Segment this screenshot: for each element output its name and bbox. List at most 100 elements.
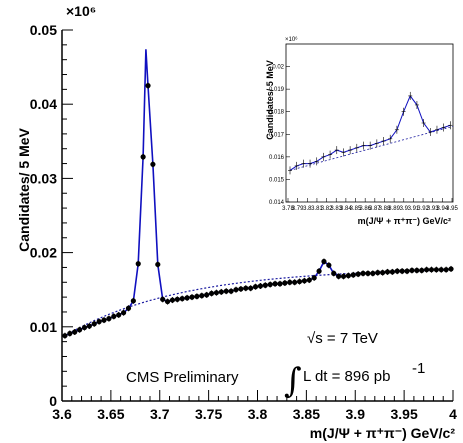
inset-background-fit-curve bbox=[289, 126, 454, 171]
inset-x-tick-label: 3.93 bbox=[427, 206, 439, 212]
y-axis-title: Candidates/ 5 MeV bbox=[16, 127, 32, 251]
data-point bbox=[199, 293, 205, 299]
data-point bbox=[145, 83, 151, 89]
data-point bbox=[204, 292, 210, 298]
energy-label: √s = 7 TeV bbox=[307, 330, 378, 347]
data-point bbox=[277, 281, 283, 287]
x-axis-title: m(J/Ψ + π⁺π⁻) GeV/c² bbox=[310, 425, 456, 441]
data-point bbox=[267, 281, 273, 288]
data-point bbox=[62, 333, 68, 339]
data-point bbox=[321, 258, 327, 265]
inset-x-tick-label: 3.87 bbox=[369, 206, 381, 212]
data-point bbox=[120, 310, 127, 316]
x-tick-label: 3.95 bbox=[391, 406, 418, 422]
data-point bbox=[326, 262, 332, 268]
inset-x-tick-label: 3.8 bbox=[303, 206, 312, 212]
inset-x-axis-title: m(J/Ψ + π⁺π⁻) GeV/c² bbox=[358, 216, 451, 226]
data-point bbox=[184, 295, 190, 301]
data-point bbox=[208, 290, 215, 297]
y-tick-label: 0.01 bbox=[30, 319, 57, 335]
inset-axes bbox=[285, 43, 454, 203]
inset-x-tick-label: 3.82 bbox=[321, 206, 333, 212]
data-point bbox=[218, 289, 224, 295]
data-point bbox=[331, 270, 337, 276]
data-point bbox=[257, 283, 264, 289]
data-point bbox=[72, 329, 78, 335]
data-point bbox=[111, 313, 117, 320]
data-point bbox=[248, 285, 254, 291]
data-point bbox=[438, 267, 444, 273]
data-point bbox=[125, 305, 132, 311]
y-tick-label: 0.05 bbox=[30, 22, 57, 38]
data-point bbox=[306, 277, 312, 283]
inset-x-tick-label: 3.81 bbox=[311, 206, 323, 212]
main-ticks: 3.6 3.65 3.7 3.75 3.8 3.85 3.9 3.95 4 0 0.01 0.02 0.… bbox=[30, 22, 457, 422]
data-point bbox=[272, 281, 278, 287]
data-point bbox=[424, 267, 430, 273]
data-point bbox=[409, 267, 415, 274]
inset-ticks: 3.783.79 3.8 3.813.823.833.843.853.863.873… bbox=[269, 65, 459, 212]
data-point bbox=[150, 161, 156, 167]
data-point bbox=[223, 288, 229, 294]
data-point bbox=[428, 267, 435, 273]
y-tick-label: 0.03 bbox=[30, 170, 57, 186]
x-tick-label: 3.75 bbox=[195, 406, 222, 422]
data-point bbox=[292, 279, 298, 285]
data-point bbox=[233, 287, 239, 293]
x-tick-label: 3.65 bbox=[97, 406, 124, 422]
inset-y-axis-title: Candidates/ 5 MeV bbox=[265, 60, 275, 140]
lumi-exponent: -1 bbox=[412, 360, 425, 377]
inset-y-tick-label: 0.017 bbox=[269, 132, 285, 138]
inset-y-tick-label: 0.014 bbox=[269, 200, 285, 206]
inset-chart: 3.783.79 3.8 3.813.823.833.843.853.863.873… bbox=[257, 32, 458, 230]
inset-y-tick-label: 0.019 bbox=[269, 87, 285, 93]
data-point bbox=[316, 268, 322, 274]
data-point bbox=[394, 268, 400, 274]
inset-x-tick-label: 3.94 bbox=[437, 206, 449, 212]
data-point bbox=[106, 316, 112, 322]
y-tick-label: 0 bbox=[49, 393, 57, 409]
data-point bbox=[443, 267, 449, 273]
data-point bbox=[160, 296, 166, 302]
data-point bbox=[189, 294, 195, 300]
data-point bbox=[169, 297, 176, 303]
data-point bbox=[365, 270, 371, 276]
inset-x-tick-label: 3.83 bbox=[330, 206, 342, 212]
experiment-label: CMS Preliminary bbox=[126, 369, 239, 386]
data-point bbox=[380, 270, 386, 276]
data-point bbox=[375, 270, 381, 276]
inset-y-tick-label: 0.016 bbox=[269, 155, 285, 161]
data-point bbox=[448, 266, 454, 272]
x-tick-label: 3.85 bbox=[293, 406, 320, 422]
data-point bbox=[238, 286, 244, 292]
inset-x-tick-label: 3.92 bbox=[417, 206, 429, 212]
data-point bbox=[135, 261, 141, 267]
x-tick-label: 3.9 bbox=[346, 406, 366, 422]
data-point bbox=[130, 298, 136, 304]
lumi-label: L dt = 896 pb bbox=[303, 368, 390, 385]
data-point bbox=[360, 270, 366, 276]
data-point bbox=[228, 288, 234, 294]
data-point bbox=[355, 271, 361, 277]
y-tick-label: 0.04 bbox=[30, 96, 57, 112]
data-point bbox=[86, 323, 92, 329]
y-multiplier: ×10⁶ bbox=[66, 3, 96, 19]
inset-x-tick-label: 3.91 bbox=[408, 206, 420, 212]
inset-y-multiplier: ×10⁶ bbox=[285, 36, 298, 43]
inset-points bbox=[288, 91, 453, 175]
inset-x-tick-label: 3.88 bbox=[379, 206, 391, 212]
inset-x-tick-label: 3.89 bbox=[388, 206, 400, 212]
inset-x-tick-label: 3.9 bbox=[400, 206, 409, 212]
data-point bbox=[243, 285, 249, 291]
inset-x-tick-label: 3.84 bbox=[340, 206, 352, 212]
data-point bbox=[389, 269, 395, 275]
data-point bbox=[370, 270, 376, 276]
data-point bbox=[194, 293, 200, 299]
data-point bbox=[384, 269, 391, 275]
data-point bbox=[282, 280, 288, 286]
data-point bbox=[296, 278, 303, 285]
data-point bbox=[262, 282, 268, 288]
data-point bbox=[91, 321, 97, 327]
x-tick-label: 3.7 bbox=[150, 406, 170, 422]
data-point bbox=[311, 275, 317, 281]
